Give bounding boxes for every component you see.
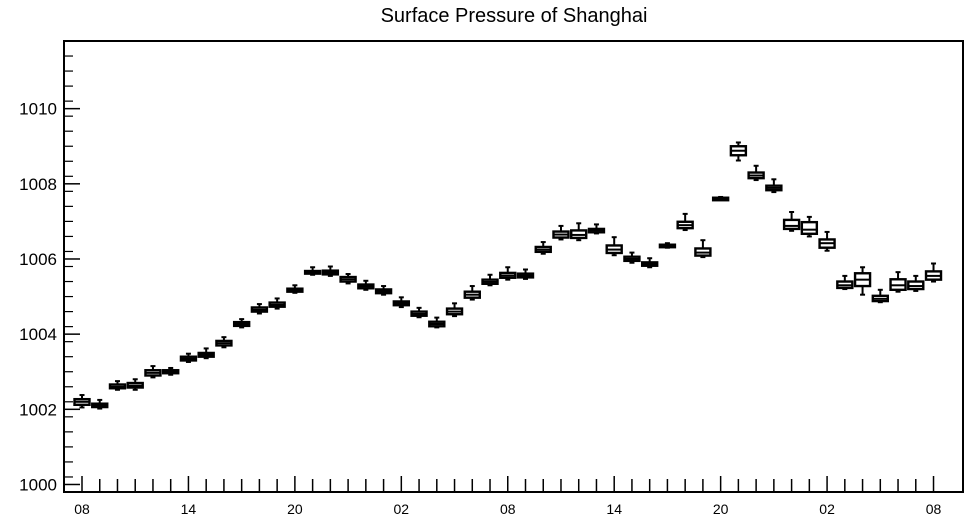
box-40 <box>782 211 801 232</box>
box-series <box>73 141 943 410</box>
box-26 <box>534 241 552 255</box>
box-17 <box>374 285 393 296</box>
box-3 <box>126 378 144 391</box>
y-axis: 1000 1002 1004 1006 1008 1010 <box>19 40 80 494</box>
box-1 <box>91 398 109 410</box>
box-43 <box>836 274 854 291</box>
box-41 <box>800 215 819 238</box>
x-axis: 08 14 20 02 08 14 20 02 08 <box>74 476 942 517</box>
box-23 <box>481 273 499 287</box>
x-tick-label: 08 <box>926 501 942 517</box>
x-tick-label: 08 <box>74 501 90 517</box>
box-38 <box>747 164 765 182</box>
y-tick-label: 1002 <box>19 400 57 419</box>
box-20 <box>428 316 446 329</box>
box-22 <box>463 285 481 301</box>
box-27 <box>552 224 570 241</box>
box-24 <box>499 266 517 281</box>
box-12 <box>286 284 304 294</box>
x-tick-label: 02 <box>394 501 410 517</box>
box-11 <box>268 297 286 310</box>
box-9 <box>232 318 251 329</box>
box-4 <box>144 365 162 379</box>
box-7 <box>197 347 215 360</box>
chart-title: Surface Pressure of Shanghai <box>381 5 648 27</box>
box-35 <box>694 239 712 259</box>
y-tick-label: 1010 <box>19 100 57 119</box>
box-14 <box>321 265 340 277</box>
box-37 <box>729 141 748 162</box>
box-5 <box>161 366 180 376</box>
box-42 <box>818 230 836 252</box>
box-0 <box>73 394 91 409</box>
box-21 <box>445 302 464 318</box>
y-tick-label: 1008 <box>19 175 57 194</box>
box-47 <box>907 274 925 292</box>
box-30 <box>605 236 623 257</box>
box-46 <box>889 271 907 293</box>
box-19 <box>410 306 428 319</box>
box-8 <box>215 336 233 349</box>
x-tick-label: 20 <box>287 501 303 517</box>
x-tick-label: 14 <box>606 501 622 517</box>
box-15 <box>339 273 357 285</box>
box-29 <box>587 223 606 235</box>
box-18 <box>392 296 411 309</box>
box-body <box>782 218 801 231</box>
box-body <box>800 220 819 236</box>
box-32 <box>640 257 659 269</box>
box-48 <box>924 262 943 283</box>
box-34 <box>676 212 694 232</box>
box-25 <box>516 268 535 280</box>
y-tick-label: 1000 <box>19 475 57 494</box>
box-2 <box>108 380 127 391</box>
box-31 <box>623 251 641 264</box>
box-6 <box>179 352 198 363</box>
x-tick-label: 02 <box>819 501 835 517</box>
box-44 <box>853 266 872 296</box>
y-tick-label: 1006 <box>19 250 57 269</box>
y-tick-label: 1004 <box>19 325 57 344</box>
box-36 <box>711 195 730 202</box>
box-10 <box>250 303 269 315</box>
box-33 <box>658 242 677 249</box>
x-tick-label: 08 <box>500 501 516 517</box>
box-28 <box>570 222 588 242</box>
box-39 <box>765 178 783 194</box>
plot-frame <box>63 40 964 493</box>
x-tick-label: 14 <box>181 501 197 517</box>
box-13 <box>303 266 322 276</box>
box-45 <box>871 288 889 304</box>
x-tick-label: 20 <box>713 501 729 517</box>
box-16 <box>357 279 375 291</box>
